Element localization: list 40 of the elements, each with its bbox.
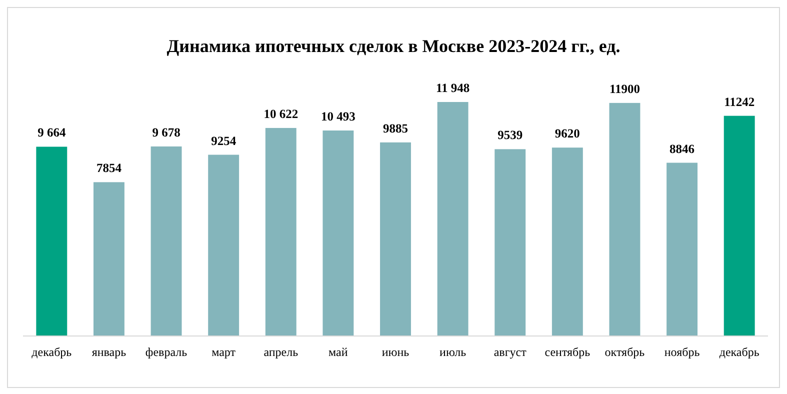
x-tick-label: февраль	[145, 345, 188, 359]
x-tick-label: ноябрь	[664, 345, 700, 359]
data-label: 10 622	[264, 106, 298, 121]
chart-title: Динамика ипотечных сделок в Москве 2023-2024 гг., ед.	[166, 36, 620, 56]
data-label: 8846	[670, 142, 695, 156]
x-tick-label: октябрь	[604, 345, 646, 359]
x-tick-label: декабрь	[32, 345, 72, 359]
bar	[322, 130, 354, 336]
bar	[494, 149, 526, 336]
bar	[724, 116, 755, 336]
bar	[265, 128, 296, 336]
bar	[609, 102, 640, 336]
bar	[437, 102, 468, 336]
data-label: 11900	[609, 82, 640, 96]
bar	[36, 146, 68, 336]
bar	[380, 142, 411, 336]
data-label: 10 493	[321, 109, 356, 124]
bar	[208, 154, 240, 336]
x-tick-label: май	[328, 345, 348, 359]
data-label: 11 948	[436, 81, 470, 95]
data-label: 9254	[211, 134, 237, 148]
x-tick-label: сентябрь	[544, 345, 591, 359]
data-label: 9 678	[152, 125, 180, 140]
data-label: 9 664	[38, 126, 66, 140]
bar	[150, 146, 182, 336]
x-tick-label: апрель	[264, 345, 299, 359]
data-label: 11242	[724, 94, 755, 109]
data-label: 9885	[383, 121, 408, 136]
data-label: 7854	[96, 161, 122, 176]
bar	[552, 148, 583, 336]
x-tick-label: январь	[92, 345, 127, 359]
x-tick-label: июль	[440, 345, 467, 359]
bar	[93, 182, 124, 336]
x-tick-label: март	[212, 345, 236, 359]
x-tick-label: июнь	[382, 345, 410, 359]
data-label: 9620	[554, 126, 580, 141]
bar	[666, 162, 698, 336]
data-label: 9539	[498, 128, 523, 142]
x-tick-label: август	[494, 345, 528, 359]
x-tick-label: декабрь	[719, 345, 760, 359]
